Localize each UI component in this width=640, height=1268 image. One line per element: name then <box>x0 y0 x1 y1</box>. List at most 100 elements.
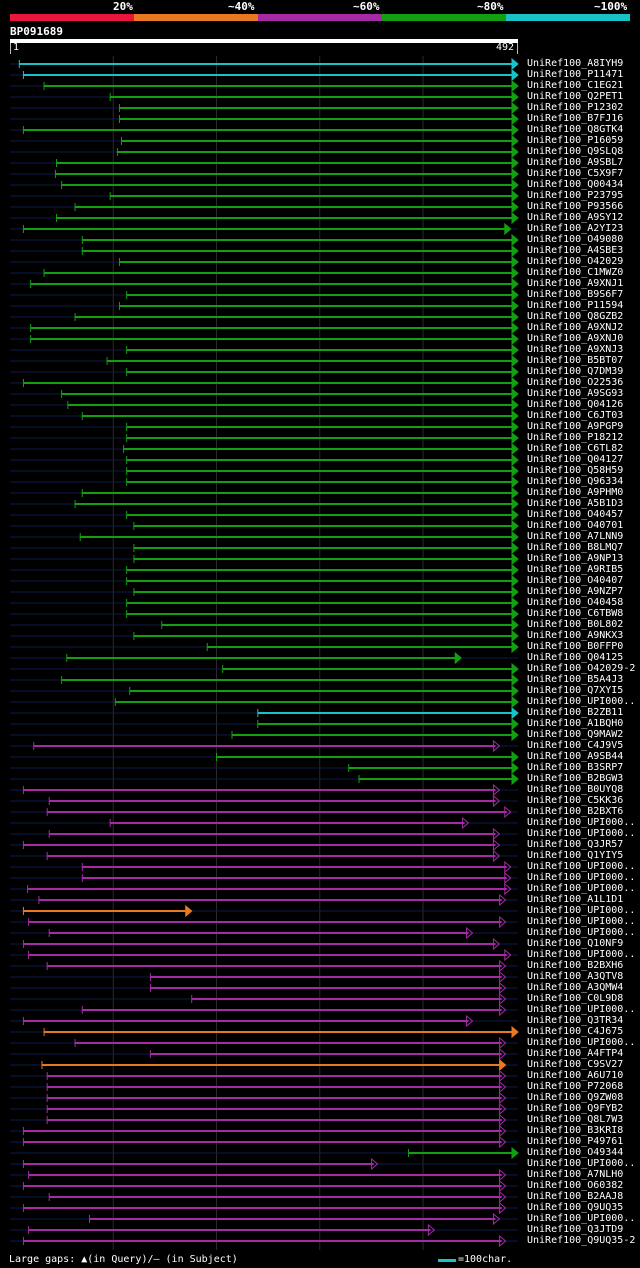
hit-label[interactable]: UniRef100_A3QTV8 <box>527 971 624 982</box>
hit-label[interactable]: UniRef100_C5KK36 <box>527 795 624 806</box>
hit-label[interactable]: UniRef100_B2BXT6 <box>527 806 624 817</box>
hit-label[interactable]: UniRef100_UPI000.. <box>527 1158 636 1169</box>
hit-label[interactable]: UniRef100_UPI000.. <box>527 1213 636 1224</box>
hit-label[interactable]: UniRef100_O49080 <box>527 234 624 245</box>
hit-label[interactable]: UniRef100_Q04125 <box>527 652 624 663</box>
hit-label[interactable]: UniRef100_O42029 <box>527 256 624 267</box>
hit-label[interactable]: UniRef100_C4J675 <box>527 1026 624 1037</box>
hit-label[interactable]: UniRef100_A9SBL7 <box>527 157 624 168</box>
hit-label[interactable]: UniRef100_B0FFP0 <box>527 641 624 652</box>
hit-label[interactable]: UniRef100_Q9ZW08 <box>527 1092 624 1103</box>
hit-label[interactable]: UniRef100_A5B1D3 <box>527 498 624 509</box>
hit-label[interactable]: UniRef100_C9SV27 <box>527 1059 624 1070</box>
hit-label[interactable]: UniRef100_A9XNJ2 <box>527 322 624 333</box>
hit-label[interactable]: UniRef100_Q3TR34 <box>527 1015 624 1026</box>
hit-label[interactable]: UniRef100_Q9MAW2 <box>527 729 624 740</box>
hit-label[interactable]: UniRef100_A9RIB5 <box>527 564 624 575</box>
hit-label[interactable]: UniRef100_B5BT07 <box>527 355 624 366</box>
hit-label[interactable]: UniRef100_UPI000.. <box>527 1037 636 1048</box>
hit-label[interactable]: UniRef100_B3KRI8 <box>527 1125 624 1136</box>
hit-label[interactable]: UniRef100_P93566 <box>527 201 624 212</box>
hit-label[interactable]: UniRef100_P49761 <box>527 1136 624 1147</box>
hit-label[interactable]: UniRef100_UPI000.. <box>527 883 636 894</box>
hit-label[interactable]: UniRef100_Q58H59 <box>527 465 624 476</box>
hit-label[interactable]: UniRef100_Q9UQ35-2 <box>527 1235 636 1246</box>
hit-label[interactable]: UniRef100_B5A4J3 <box>527 674 624 685</box>
hit-label[interactable]: UniRef100_A3QMW4 <box>527 982 624 993</box>
hit-label[interactable]: UniRef100_UPI000.. <box>527 872 636 883</box>
hit-label[interactable]: UniRef100_A9XNJ3 <box>527 344 624 355</box>
hit-label[interactable]: UniRef100_A9SB44 <box>527 751 624 762</box>
hit-label[interactable]: UniRef100_P16059 <box>527 135 624 146</box>
hit-label[interactable]: UniRef100_UPI000.. <box>527 916 636 927</box>
hit-label[interactable]: UniRef100_Q8L7W3 <box>527 1114 624 1125</box>
hit-label[interactable]: UniRef100_P11471 <box>527 69 624 80</box>
hit-label[interactable]: UniRef100_Q04126 <box>527 399 624 410</box>
hit-label[interactable]: UniRef100_A9PGP9 <box>527 421 624 432</box>
hit-label[interactable]: UniRef100_A7LNN9 <box>527 531 624 542</box>
hit-label[interactable]: UniRef100_Q9FYB2 <box>527 1103 624 1114</box>
hit-label[interactable]: UniRef100_Q7DM39 <box>527 366 624 377</box>
hit-label[interactable]: UniRef100_A8IYH9 <box>527 58 624 69</box>
hit-label[interactable]: UniRef100_P11594 <box>527 300 624 311</box>
hit-label[interactable]: UniRef100_Q9SLQ8 <box>527 146 624 157</box>
hit-label[interactable]: UniRef100_P23795 <box>527 190 624 201</box>
hit-label[interactable]: UniRef100_O42029-2 <box>527 663 636 674</box>
hit-label[interactable]: UniRef100_UPI000.. <box>527 905 636 916</box>
hit-label[interactable]: UniRef100_C6TBW8 <box>527 608 624 619</box>
hit-label[interactable]: UniRef100_C5X9F7 <box>527 168 624 179</box>
hit-label[interactable]: UniRef100_A9SG93 <box>527 388 624 399</box>
hit-label[interactable]: UniRef100_O40701 <box>527 520 624 531</box>
hit-label[interactable]: UniRef100_A9XNJ0 <box>527 333 624 344</box>
hit-label[interactable]: UniRef100_A7NLH0 <box>527 1169 624 1180</box>
hit-label[interactable]: UniRef100_A9NP13 <box>527 553 624 564</box>
hit-label[interactable]: UniRef100_UPI000.. <box>527 1004 636 1015</box>
hit-label[interactable]: UniRef100_B3SRP7 <box>527 762 624 773</box>
hit-label[interactable]: UniRef100_A9PHM0 <box>527 487 624 498</box>
hit-label[interactable]: UniRef100_C1EG21 <box>527 80 624 91</box>
hit-label[interactable]: UniRef100_UPI000.. <box>527 828 636 839</box>
hit-label[interactable]: UniRef100_A6U710 <box>527 1070 624 1081</box>
hit-label[interactable]: UniRef100_C4J9V5 <box>527 740 624 751</box>
hit-label[interactable]: UniRef100_A4SBE3 <box>527 245 624 256</box>
hit-label[interactable]: UniRef100_Q96334 <box>527 476 624 487</box>
hit-label[interactable]: UniRef100_UPI000.. <box>527 861 636 872</box>
hit-label[interactable]: UniRef100_UPI000.. <box>527 949 636 960</box>
hit-label[interactable]: UniRef100_B0UYQ8 <box>527 784 624 795</box>
hit-label[interactable]: UniRef100_Q10NF9 <box>527 938 624 949</box>
hit-label[interactable]: UniRef100_B9S6F7 <box>527 289 624 300</box>
hit-label[interactable]: UniRef100_Q00434 <box>527 179 624 190</box>
hit-label[interactable]: UniRef100_O40407 <box>527 575 624 586</box>
hit-label[interactable]: UniRef100_C1MWZ0 <box>527 267 624 278</box>
hit-label[interactable]: UniRef100_O22536 <box>527 377 624 388</box>
hit-label[interactable]: UniRef100_C0L9D8 <box>527 993 624 1004</box>
hit-label[interactable]: UniRef100_A2YI23 <box>527 223 624 234</box>
hit-label[interactable]: UniRef100_UPI000.. <box>527 927 636 938</box>
hit-label[interactable]: UniRef100_Q8GZB2 <box>527 311 624 322</box>
hit-label[interactable]: UniRef100_B2BXH6 <box>527 960 624 971</box>
hit-label[interactable]: UniRef100_A4FTP4 <box>527 1048 624 1059</box>
hit-label[interactable]: UniRef100_Q04127 <box>527 454 624 465</box>
hit-label[interactable]: UniRef100_A1L1D1 <box>527 894 624 905</box>
hit-label[interactable]: UniRef100_UPI000.. <box>527 817 636 828</box>
hit-label[interactable]: UniRef100_Q2PET1 <box>527 91 624 102</box>
hit-label[interactable]: UniRef100_P18212 <box>527 432 624 443</box>
hit-label[interactable]: UniRef100_B2AAJ8 <box>527 1191 624 1202</box>
hit-label[interactable]: UniRef100_UPI000.. <box>527 696 636 707</box>
hit-label[interactable]: UniRef100_Q7XYI5 <box>527 685 624 696</box>
hit-label[interactable]: UniRef100_P12302 <box>527 102 624 113</box>
hit-label[interactable]: UniRef100_Q3JR57 <box>527 839 624 850</box>
hit-label[interactable]: UniRef100_C6JT03 <box>527 410 624 421</box>
hit-label[interactable]: UniRef100_A9SY12 <box>527 212 624 223</box>
hit-label[interactable]: UniRef100_Q8GTK4 <box>527 124 624 135</box>
hit-label[interactable]: UniRef100_B2ZB11 <box>527 707 624 718</box>
hit-label[interactable]: UniRef100_Q3JTD9 <box>527 1224 624 1235</box>
hit-label[interactable]: UniRef100_A9NZP7 <box>527 586 624 597</box>
hit-label[interactable]: UniRef100_P72068 <box>527 1081 624 1092</box>
hit-label[interactable]: UniRef100_O40457 <box>527 509 624 520</box>
hit-label[interactable]: UniRef100_B0L802 <box>527 619 624 630</box>
hit-label[interactable]: UniRef100_O60382 <box>527 1180 624 1191</box>
hit-label[interactable]: UniRef100_O40458 <box>527 597 624 608</box>
hit-label[interactable]: UniRef100_C6TL82 <box>527 443 624 454</box>
hit-label[interactable]: UniRef100_B2BGW3 <box>527 773 624 784</box>
